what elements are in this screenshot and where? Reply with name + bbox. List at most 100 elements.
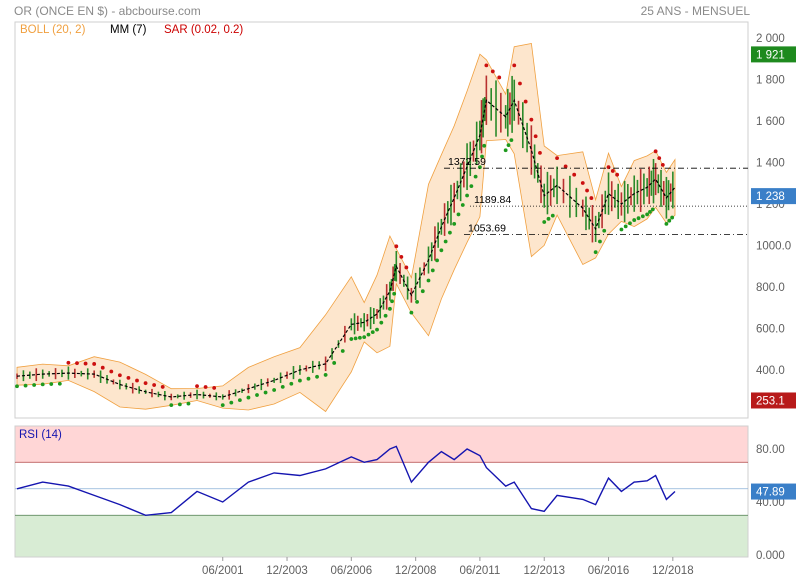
sar-dot <box>555 156 559 161</box>
sar-dot <box>640 214 645 219</box>
sar-dot <box>523 99 528 104</box>
price-tick-label: 2 000 <box>756 33 785 45</box>
rsi-badge-label: 47.89 <box>756 487 785 499</box>
mm-line <box>16 98 676 398</box>
sar-dot <box>126 375 131 380</box>
sar-dot <box>289 381 294 386</box>
sar-dot <box>306 376 311 381</box>
rsi-line <box>16 445 676 517</box>
sar-dot <box>415 300 419 304</box>
legend-item: SAR (0.02, 0.2) <box>164 24 243 36</box>
price-tick-label: 1 600 <box>756 116 785 128</box>
rsi-badge <box>751 483 796 500</box>
sar-dot <box>480 154 484 159</box>
sar-dot <box>263 390 268 395</box>
price-tick-label: 1000.0 <box>756 241 791 253</box>
x-tick-label: 12/2008 <box>395 565 437 577</box>
sar-dot <box>529 117 534 122</box>
sar-dot <box>399 254 404 259</box>
sar-dot <box>332 361 337 365</box>
price-tick-label: 1 800 <box>756 75 785 87</box>
sar-dot <box>49 382 54 386</box>
sar-dot <box>533 134 538 139</box>
sar-dot <box>430 268 435 273</box>
price-badge-label: 253.1 <box>756 395 785 407</box>
x-tick-label: 06/2016 <box>588 565 630 577</box>
sar-dot <box>404 265 409 270</box>
sar-dot <box>160 385 165 389</box>
sar-dot <box>212 386 217 390</box>
sar-dot <box>420 289 425 294</box>
sar-dot <box>645 212 650 217</box>
sar-dot <box>497 75 502 80</box>
sar-dot <box>394 244 399 249</box>
sar-dot <box>375 327 379 332</box>
sar-dot <box>585 188 589 193</box>
sar-dot <box>512 63 517 68</box>
sar-dot <box>460 203 465 207</box>
price-badge-label: 1 921 <box>756 49 785 61</box>
support-level-label: 1053.69 <box>468 222 506 234</box>
support-level-label: 1189.84 <box>474 194 511 206</box>
sar-dot <box>448 230 452 235</box>
sar-dot <box>340 349 345 353</box>
sar-dot <box>602 228 607 233</box>
sar-dot <box>229 400 234 405</box>
legend-item: BOLL (20, 2) <box>20 24 86 36</box>
sar-dot <box>109 369 114 374</box>
x-tick-label: 12/2018 <box>652 565 694 577</box>
sar-dot <box>589 196 594 200</box>
sar-dot <box>482 143 487 148</box>
legend-item: MM (7) <box>110 24 147 36</box>
price-badge <box>751 392 796 409</box>
sar-dot <box>362 335 367 340</box>
sar-dot <box>653 149 658 154</box>
sar-dot <box>272 388 277 392</box>
sar-dot <box>509 138 514 143</box>
sar-dot <box>186 401 191 406</box>
sar-dot <box>358 335 362 340</box>
sar-dot <box>593 250 598 255</box>
bollinger-band <box>16 43 676 413</box>
sar-dot <box>298 378 302 383</box>
sar-dot <box>323 373 328 377</box>
rsi-tick-label: 80.00 <box>756 444 785 456</box>
sar-dot <box>255 393 259 397</box>
sar-dot <box>379 320 384 325</box>
sar-dot <box>477 165 482 170</box>
x-tick-label: 06/2006 <box>331 565 373 577</box>
sar-dot <box>353 336 358 341</box>
sar-dot <box>15 384 19 389</box>
sar-dot <box>315 374 319 379</box>
price-badge <box>751 46 796 63</box>
sar-dot <box>280 384 285 389</box>
sar-dot <box>426 278 431 283</box>
price-tick-label: 400.0 <box>756 365 785 377</box>
sar-dot <box>598 239 602 244</box>
sar-dot <box>246 395 251 400</box>
chart-title: OR (ONCE EN $) - abcbourse.com <box>14 4 201 18</box>
sar-dot <box>237 398 242 402</box>
sar-dot <box>32 383 37 387</box>
sar-dot <box>619 227 624 232</box>
sar-dot <box>57 381 62 386</box>
sar-dot <box>660 163 665 167</box>
price-tick-label: 1 400 <box>756 158 785 170</box>
price-badge-label: 1 238 <box>756 191 785 203</box>
sar-dot <box>370 330 375 335</box>
support-level-label: 1372.59 <box>448 156 486 168</box>
sar-dot <box>538 150 542 155</box>
sar-dot <box>177 402 182 407</box>
sar-dot <box>610 169 615 173</box>
sar-dot <box>473 174 478 179</box>
rsi-oversold-zone <box>15 515 748 557</box>
sar-dot <box>388 306 392 311</box>
sar-dot <box>169 403 174 408</box>
sar-dot <box>392 291 397 296</box>
sar-dot <box>143 381 148 386</box>
sar-dot <box>465 193 469 198</box>
x-tick-label: 12/2013 <box>523 565 565 577</box>
sar-dot <box>439 248 444 253</box>
rsi-label: RSI (14) <box>19 429 62 441</box>
sar-dot <box>195 384 199 389</box>
